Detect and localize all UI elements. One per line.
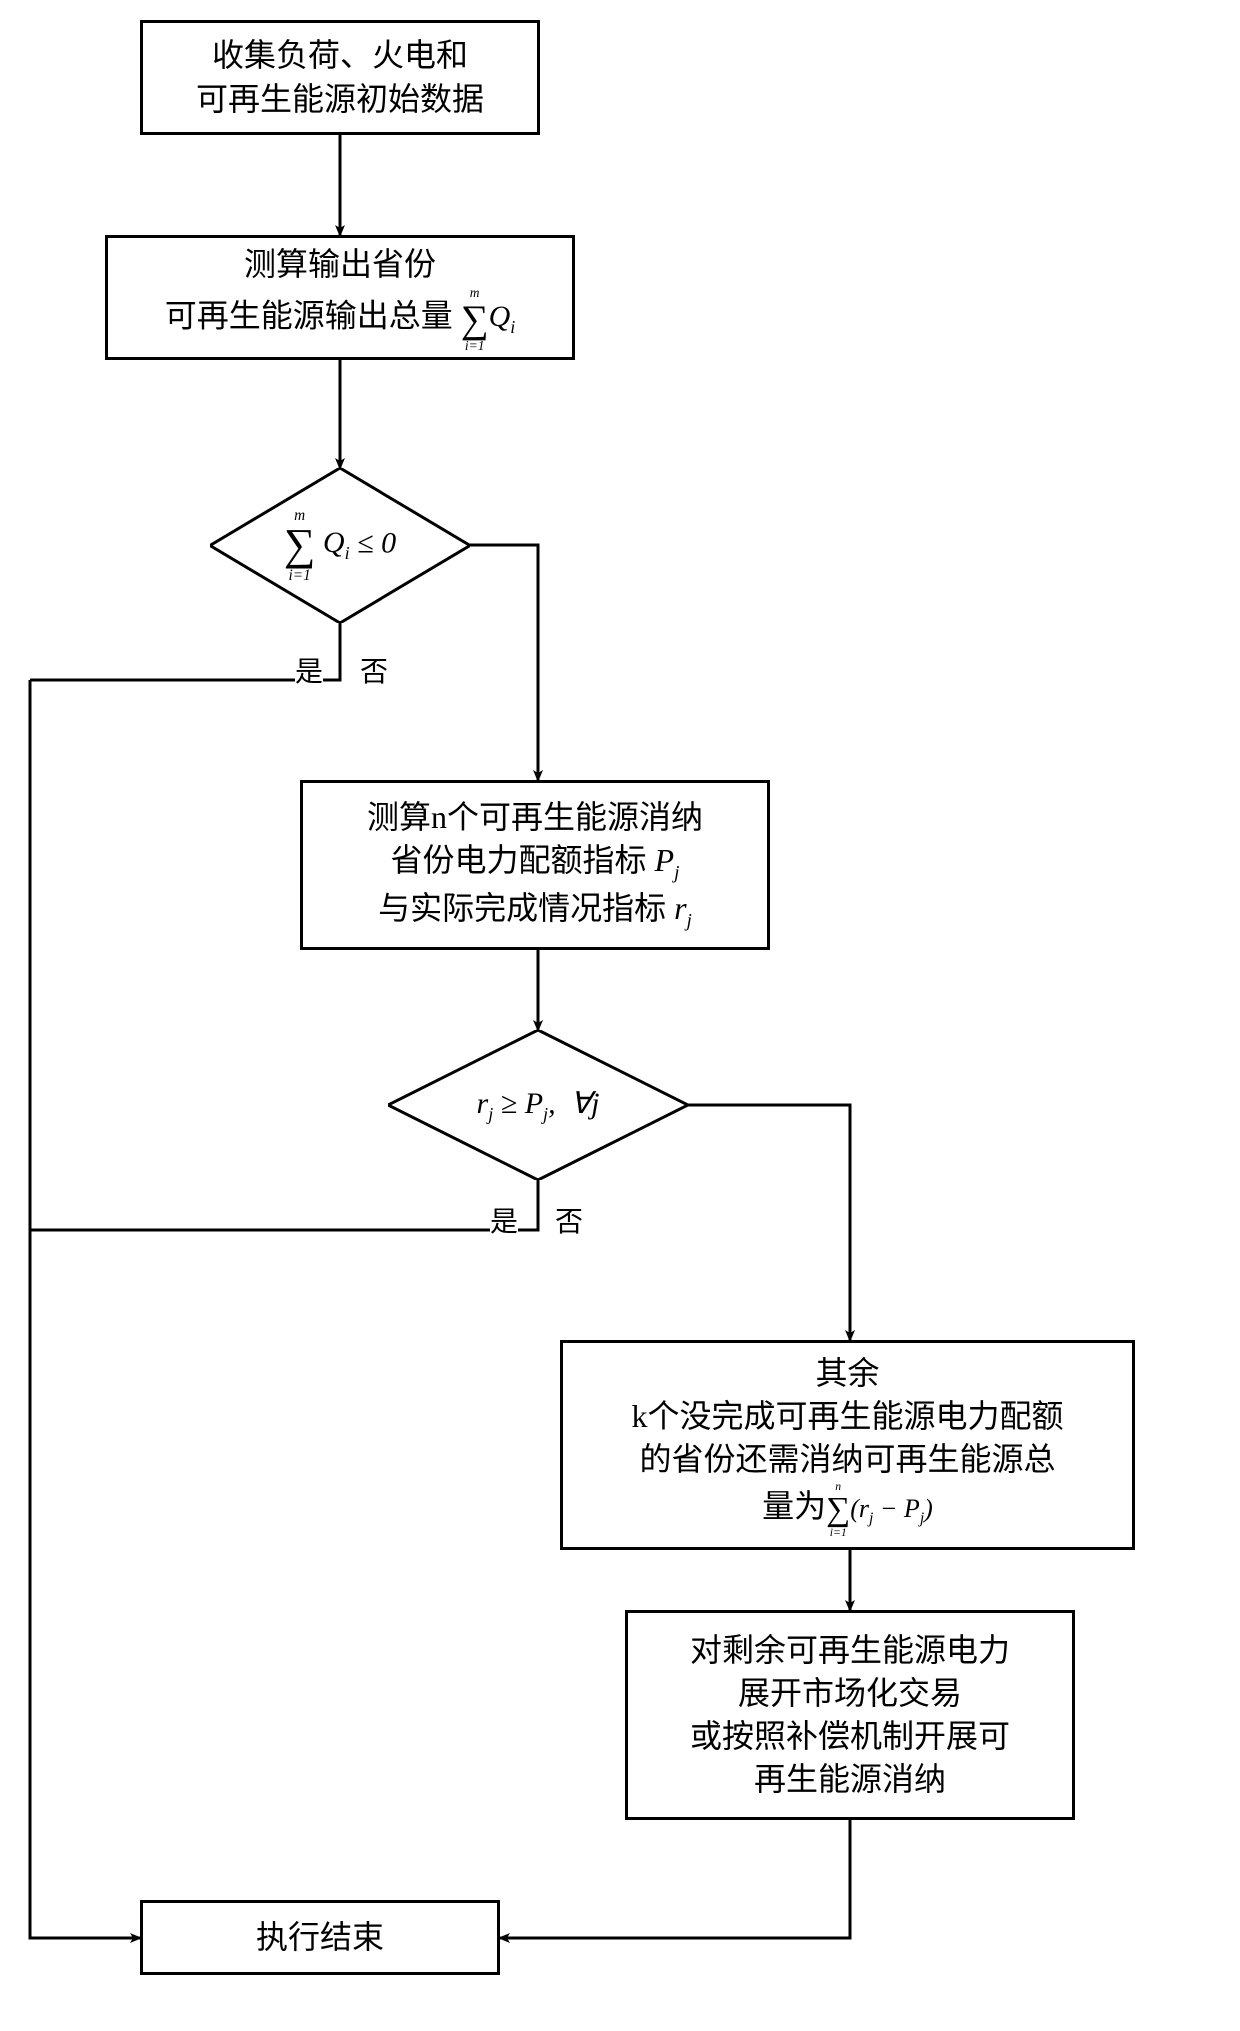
decision-text: m∑i=1 Qi ≤ 0 (284, 508, 396, 583)
label-d1-yes: 是 (295, 650, 323, 690)
label-d2-yes: 是 (490, 1200, 518, 1240)
node-text: 执行结束 (256, 1916, 384, 1959)
node-text: 其余k个没完成可再生能源电力配额的省份还需消纳可再生能源总量为n∑i=1(rj … (631, 1352, 1063, 1539)
label-d2-no: 否 (555, 1200, 583, 1240)
decision-text: rj ≥ Pj, ∀j (477, 1086, 600, 1125)
node-calc-quotas: 测算n个可再生能源消纳省份电力配额指标 Pj与实际完成情况指标 rj (300, 780, 770, 950)
decision-rj-ge-pj: rj ≥ Pj, ∀j (388, 1030, 688, 1180)
node-calc-output-total: 测算输出省份可再生能源输出总量 m∑i=1Qi (105, 235, 575, 360)
node-text: 收集负荷、火电和 (212, 34, 468, 77)
node-collect-data: 收集负荷、火电和 可再生能源初始数据 (140, 20, 540, 135)
node-text: 测算输出省份可再生能源输出总量 m∑i=1Qi (165, 243, 516, 352)
node-text: 或按照补偿机制开展可 (690, 1715, 1010, 1758)
node-text: 展开市场化交易 (738, 1672, 962, 1715)
node-text: 再生能源消纳 (754, 1758, 946, 1801)
node-text: 测算n个可再生能源消纳省份电力配额指标 Pj与实际完成情况指标 rj (367, 796, 703, 934)
decision-sum-q-le-0: m∑i=1 Qi ≤ 0 (210, 468, 470, 623)
node-text: 对剩余可再生能源电力 (690, 1629, 1010, 1672)
node-remaining-provinces: 其余k个没完成可再生能源电力配额的省份还需消纳可再生能源总量为n∑i=1(rj … (560, 1340, 1135, 1550)
node-text: 可再生能源初始数据 (196, 78, 484, 121)
label-d1-no: 否 (360, 650, 388, 690)
node-market-trade: 对剩余可再生能源电力 展开市场化交易 或按照补偿机制开展可 再生能源消纳 (625, 1610, 1075, 1820)
node-end: 执行结束 (140, 1900, 500, 1975)
